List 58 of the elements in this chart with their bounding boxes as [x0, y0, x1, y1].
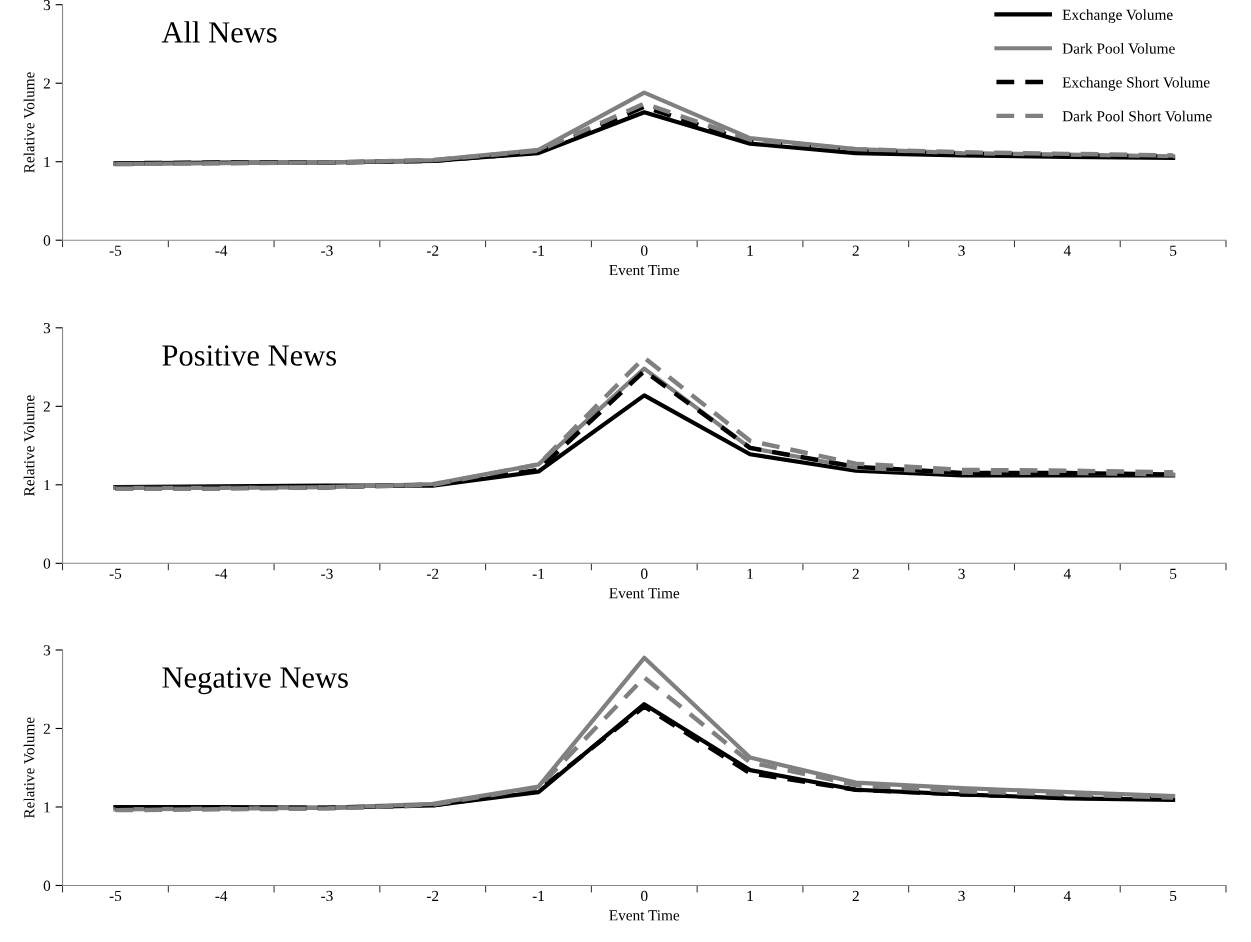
y-tick-label: 1	[44, 480, 50, 491]
x-tick-label: 4	[1063, 890, 1071, 901]
x-tick-label: -2	[426, 890, 439, 901]
chart-title: Positive News	[162, 345, 337, 366]
chart-title: All News	[161, 21, 277, 43]
text: Negative News	[162, 667, 348, 695]
x-tick-label: 3	[958, 245, 965, 256]
x-tick-label: -1	[532, 890, 544, 901]
legend-label: Exchange Short Volume	[1062, 76, 1210, 91]
x-tick-label: -5	[109, 568, 122, 579]
x-tick-label: -1	[532, 245, 544, 256]
x-tick-label: -3	[321, 245, 333, 256]
x-tick-label: 0	[641, 890, 648, 902]
x-tick-label: 5	[1170, 568, 1177, 579]
x-tick-label: 5	[1170, 890, 1177, 902]
x-tick-label: -5	[109, 245, 122, 256]
legend-label: Exchange Volume	[1062, 9, 1173, 24]
y-tick-label: 3	[43, 645, 51, 656]
x-tick-label: -4	[215, 890, 228, 901]
y-tick-label: 3	[43, 0, 51, 11]
x-tick-label: -1	[532, 568, 544, 579]
y-tick-label: 1	[44, 156, 50, 168]
x-tick-label: -2	[426, 245, 439, 256]
x-tick-label: 5	[1170, 245, 1177, 256]
x-tick-label: 1	[747, 245, 753, 256]
x-tick-label: -4	[215, 568, 228, 579]
y-tick-label: 2	[43, 723, 50, 734]
x-tick-label: 2	[852, 245, 859, 256]
x-tick-label: 2	[852, 890, 859, 901]
x-tick-label: -4	[215, 245, 228, 256]
x-tick-label: 3	[958, 568, 965, 579]
y-tick-label: 0	[43, 558, 51, 569]
y-tick-label: 0	[43, 235, 51, 246]
legend-label: Dark Pool Volume	[1062, 42, 1175, 54]
x-tick-label: 4	[1063, 245, 1071, 256]
y-tick-label: 1	[44, 802, 50, 813]
y-axis-title: Relative Volume	[23, 717, 35, 819]
x-tick-label: 1	[747, 568, 753, 579]
x-tick-label: 0	[641, 245, 648, 256]
x-tick-label: -5	[109, 890, 122, 902]
x-tick-label: 4	[1063, 568, 1071, 579]
legend-label: Dark Pool Short Volume	[1062, 110, 1212, 122]
x-tick-label: -3	[321, 568, 333, 579]
y-axis-title: Relative Volume	[23, 72, 35, 173]
x-tick-label: -3	[321, 890, 333, 902]
x-tick-label: 0	[641, 568, 648, 579]
y-tick-label: 2	[43, 78, 50, 89]
y-tick-label: 0	[43, 880, 51, 891]
x-tick-label: 2	[852, 568, 859, 579]
x-axis-title: Event Time	[609, 264, 680, 276]
y-tick-label: 2	[43, 401, 50, 412]
x-tick-label: 3	[958, 890, 965, 902]
x-axis-title: Event Time	[609, 588, 680, 599]
y-axis-title: Relative Volume	[23, 395, 35, 496]
x-axis-title: Event Time	[609, 910, 680, 921]
x-tick-label: -2	[426, 568, 439, 579]
x-tick-label: 1	[747, 890, 753, 901]
y-tick-label: 3	[43, 323, 51, 334]
